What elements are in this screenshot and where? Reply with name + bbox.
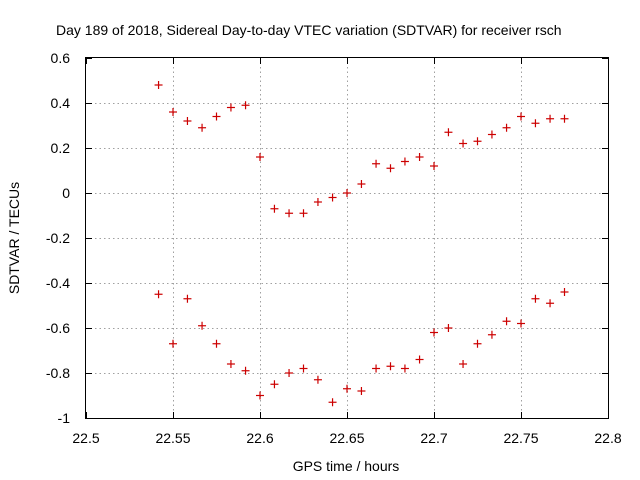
plot-frame [85, 57, 609, 419]
data-point-lower [473, 339, 482, 348]
data-point-lower [343, 384, 351, 393]
data-point-lower [502, 317, 511, 326]
y-tick-label: -1 [58, 410, 71, 426]
data-point-lower [430, 328, 438, 337]
data-point-lower [212, 339, 221, 348]
data-point-upper [473, 137, 482, 146]
data-point-lower [546, 299, 555, 308]
data-point-lower [487, 330, 496, 339]
data-point-lower [256, 391, 264, 400]
data-point-upper [415, 153, 424, 161]
data-point-upper [285, 209, 294, 218]
data-point-lower [226, 360, 235, 368]
data-point-lower [154, 290, 163, 299]
grid-lines [86, 58, 608, 418]
data-point-lower [357, 387, 366, 395]
data-point-upper [226, 103, 235, 112]
data-point-lower [386, 362, 395, 371]
data-point-upper [531, 119, 540, 128]
chart-title: Day 189 of 2018, Sidereal Day-to-day VTE… [56, 22, 562, 38]
data-point-lower [328, 398, 337, 407]
data-point-upper [560, 114, 569, 123]
data-point-upper [328, 193, 337, 202]
y-tick-label: -0.6 [46, 320, 70, 336]
x-tick-label: 22.5 [72, 430, 99, 446]
data-point-upper [357, 180, 366, 188]
data-point-lower [313, 375, 322, 384]
x-axis-label: GPS time / hours [293, 458, 400, 474]
data-point-upper [270, 204, 279, 213]
x-tick-label: 22.55 [155, 430, 190, 446]
y-tick-label: 0.4 [51, 95, 71, 111]
data-point-upper [372, 159, 381, 168]
data-point-lower [183, 294, 192, 303]
data-point-lower [241, 366, 250, 375]
data-point-lower [415, 355, 424, 364]
data-point-upper [546, 114, 555, 123]
y-tick-label: 0.2 [51, 140, 71, 156]
data-point-lower [198, 321, 207, 330]
data-points [154, 81, 569, 407]
x-tick-label: 22.65 [329, 430, 364, 446]
data-point-lower [400, 364, 409, 373]
data-point-upper [241, 101, 250, 110]
y-tick-label: -0.8 [46, 365, 70, 381]
data-point-upper [444, 128, 453, 137]
data-point-upper [154, 81, 163, 89]
data-point-lower [270, 380, 279, 389]
data-point-lower [299, 364, 308, 373]
data-point-upper [517, 112, 525, 121]
data-point-lower [531, 294, 540, 303]
x-tick-label: 22.75 [503, 430, 538, 446]
x-axis-tick-labels: 22.5 22.55 22.6 22.65 22.7 22.75 22.8 [72, 430, 621, 446]
data-point-upper [430, 162, 438, 170]
data-point-upper [313, 198, 322, 206]
data-point-lower [517, 319, 525, 328]
data-point-lower [560, 288, 569, 296]
y-axis-tick-labels: -1 -0.8 -0.6 -0.4 -0.2 0 0.2 0.4 0.6 [46, 50, 70, 426]
y-tick-label: -0.2 [46, 230, 70, 246]
data-point-upper [386, 164, 395, 173]
y-tick-label: 0.6 [51, 50, 71, 66]
data-point-upper [169, 108, 177, 116]
data-point-upper [459, 139, 468, 148]
y-tick-label: -0.4 [46, 275, 70, 291]
x-tick-label: 22.7 [420, 430, 447, 446]
data-point-upper [256, 153, 264, 161]
x-tick-label: 22.6 [246, 430, 273, 446]
data-point-upper [343, 189, 351, 197]
data-point-upper [299, 209, 308, 218]
data-point-lower [169, 339, 177, 348]
data-point-lower [372, 364, 381, 373]
data-point-upper [198, 123, 207, 132]
data-point-upper [212, 112, 221, 121]
data-point-upper [487, 130, 496, 139]
data-point-lower [285, 369, 294, 377]
axis-ticks [86, 58, 609, 419]
y-axis-label: SDTVAR / TECUs [6, 182, 22, 294]
data-point-lower [444, 324, 453, 332]
data-point-upper [400, 157, 409, 166]
data-point-upper [502, 123, 511, 132]
x-tick-label: 22.8 [594, 430, 621, 446]
data-point-lower [459, 360, 468, 368]
y-tick-label: 0 [62, 185, 70, 201]
data-point-upper [183, 117, 192, 125]
